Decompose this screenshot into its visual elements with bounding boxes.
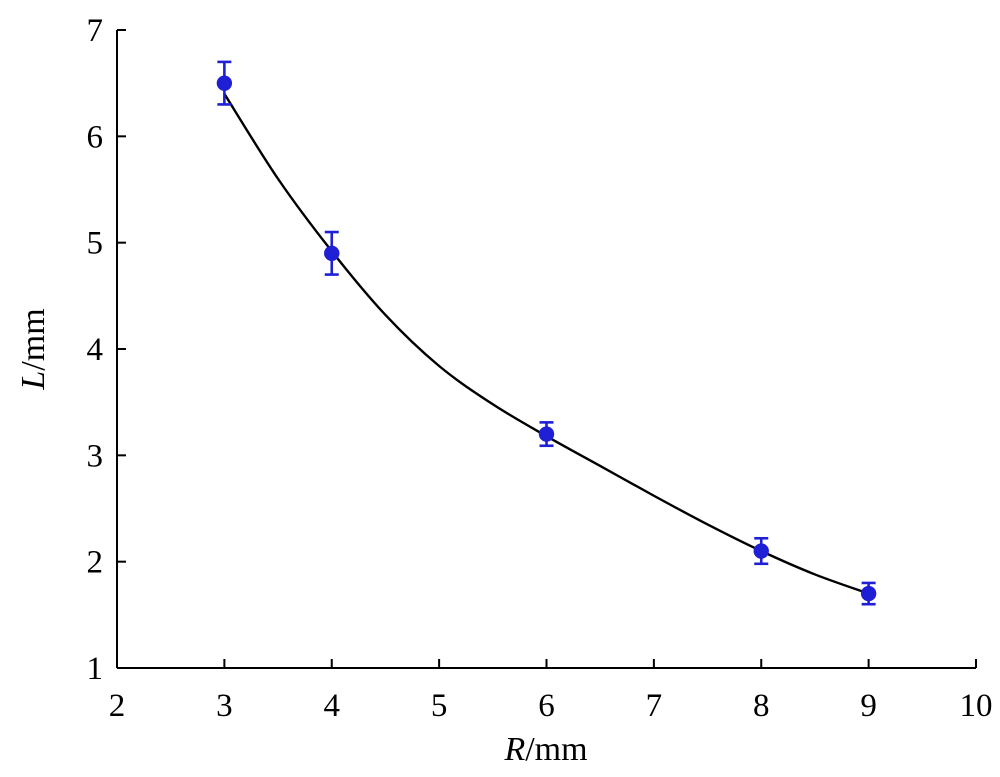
fit-curve xyxy=(224,94,868,594)
x-axis-title: R/mm xyxy=(503,731,587,768)
y-tick-label: 2 xyxy=(87,545,104,581)
y-axis-title-variable: L xyxy=(15,371,52,391)
x-axis-title-variable: R xyxy=(503,731,525,768)
data-point-group xyxy=(217,62,231,105)
data-point-group xyxy=(862,583,876,604)
y-tick-label: 7 xyxy=(87,13,104,49)
x-tick-label: 3 xyxy=(216,688,233,724)
y-tick-label: 3 xyxy=(87,438,104,474)
data-point-group xyxy=(754,538,768,564)
x-tick-label: 2 xyxy=(109,688,126,724)
x-tick-label: 9 xyxy=(860,688,877,724)
x-tick-label: 10 xyxy=(960,688,993,724)
x-tick-label: 4 xyxy=(324,688,341,724)
data-point xyxy=(218,77,231,90)
y-tick-label: 1 xyxy=(87,651,104,687)
x-tick-label: 8 xyxy=(753,688,770,724)
data-point xyxy=(862,587,875,600)
x-tick-label: 5 xyxy=(431,688,448,724)
y-tick-label: 5 xyxy=(87,226,104,262)
y-axis-title: L/mm xyxy=(15,308,52,390)
data-point-group xyxy=(540,422,554,445)
data-point xyxy=(540,428,553,441)
data-points xyxy=(217,62,875,604)
y-axis-title-unit: /mm xyxy=(15,308,52,370)
data-point xyxy=(755,545,768,558)
y-axis-ticks: 1 2 3 4 5 6 7 xyxy=(87,13,127,687)
y-tick-label: 6 xyxy=(87,119,104,155)
y-tick-label: 4 xyxy=(87,332,104,368)
x-axis-title-unit: /mm xyxy=(525,731,587,768)
data-point-group xyxy=(325,232,339,275)
x-tick-label: 7 xyxy=(646,688,663,724)
data-point xyxy=(325,247,338,260)
x-tick-label: 6 xyxy=(538,688,555,724)
